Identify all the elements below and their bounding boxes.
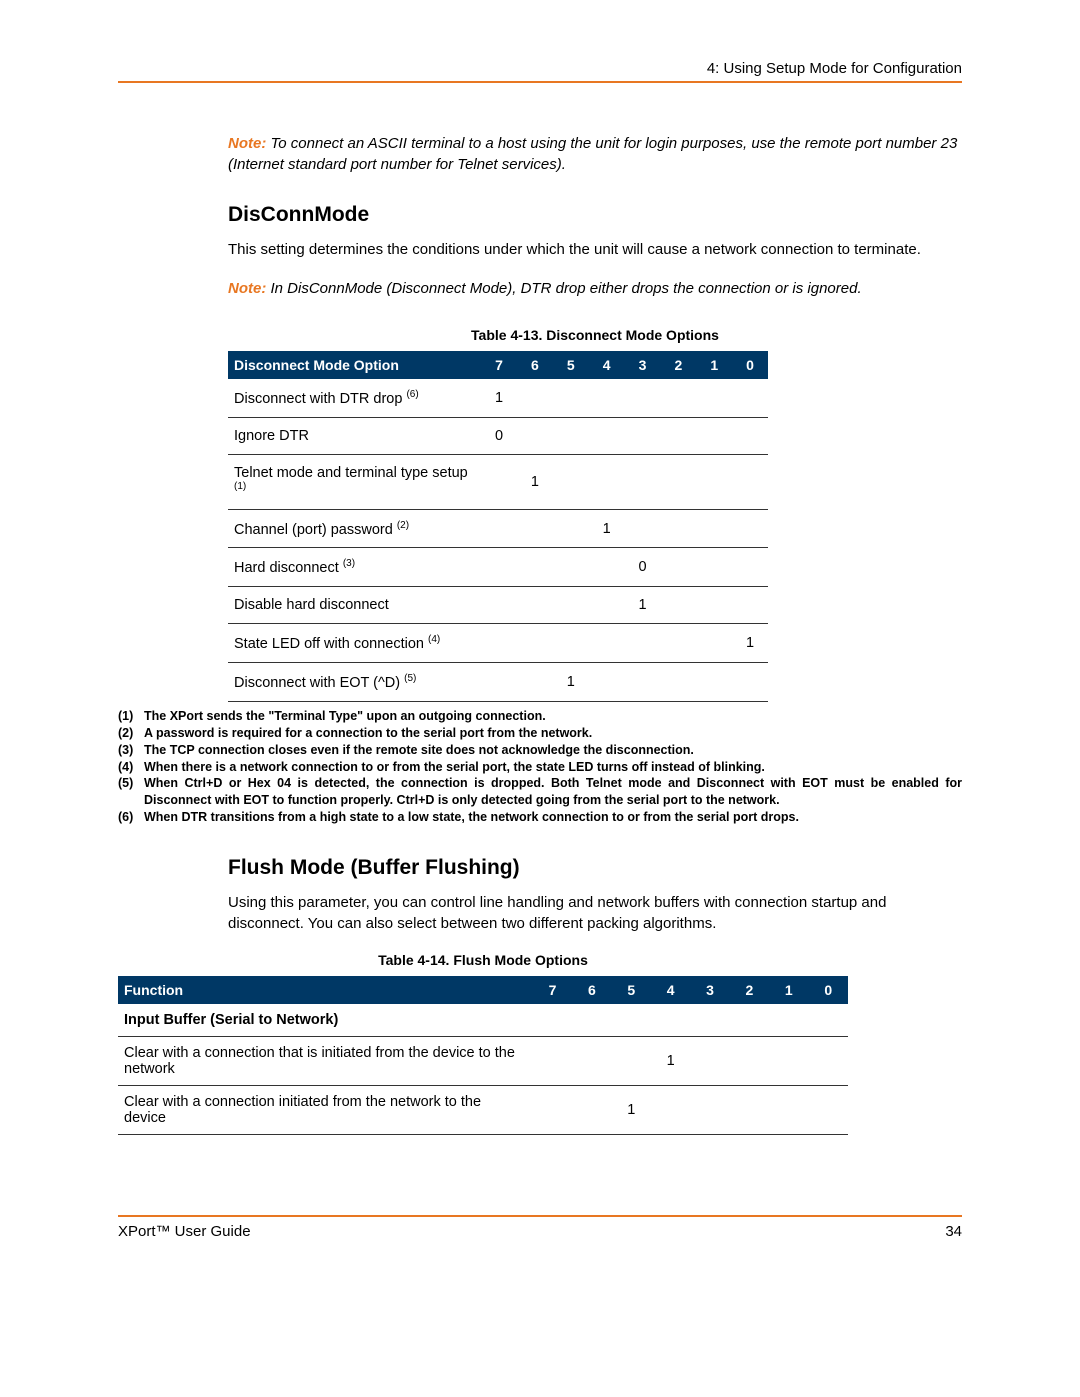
table-14-caption: Table 4-14. Flush Mode Options [118, 952, 848, 968]
table-row: Disconnect with DTR drop (6)1 [228, 379, 768, 417]
note-block-2: Note: In DisConnMode (Disconnect Mode), … [228, 278, 962, 299]
table-row: Disconnect with EOT (^D) (5)1 [228, 663, 768, 702]
flushmode-paragraph: Using this parameter, you can control li… [228, 892, 962, 934]
footnote: (5)When Ctrl+D or Hex 04 is detected, th… [118, 775, 962, 809]
table-row: Ignore DTR0 [228, 417, 768, 454]
page-footer: XPort™ User Guide 34 [118, 1215, 962, 1240]
footer-right: 34 [945, 1223, 962, 1240]
page-header: 4: Using Setup Mode for Configuration [118, 60, 962, 83]
table-row: Disable hard disconnect1 [228, 587, 768, 624]
table-14: Function76543210Input Buffer (Serial to … [118, 976, 848, 1135]
footnotes: (1)The XPort sends the "Terminal Type" u… [118, 708, 962, 826]
main-content: Note: To connect an ASCII terminal to a … [118, 133, 962, 1135]
footnote: (3)The TCP connection closes even if the… [118, 742, 962, 759]
flushmode-heading: Flush Mode (Buffer Flushing) [228, 856, 962, 880]
table-subheader: Input Buffer (Serial to Network) [118, 1004, 848, 1037]
disconnmode-paragraph: This setting determines the conditions u… [228, 239, 962, 260]
table-13: Disconnect Mode Option76543210Disconnect… [228, 351, 768, 702]
note-label: Note: [228, 135, 266, 152]
table-row: Clear with a connection that is initiate… [118, 1037, 848, 1086]
footnote: (2)A password is required for a connecti… [118, 725, 962, 742]
note-label-2: Note: [228, 280, 266, 297]
table-row: Hard disconnect (3)0 [228, 548, 768, 587]
note-block-1: Note: To connect an ASCII terminal to a … [228, 133, 962, 175]
note-text: To connect an ASCII terminal to a host u… [228, 135, 957, 173]
footnote: (6)When DTR transitions from a high stat… [118, 809, 962, 826]
disconnmode-heading: DisConnMode [228, 203, 962, 227]
table-row: Telnet mode and terminal type setup (1)1 [228, 454, 768, 509]
table-row: Clear with a connection initiated from t… [118, 1086, 848, 1135]
table-row: Channel (port) password (2)1 [228, 509, 768, 548]
table-row: State LED off with connection (4)1 [228, 624, 768, 663]
header-right-text: 4: Using Setup Mode for Configuration [707, 60, 962, 77]
note-text-2: In DisConnMode (Disconnect Mode), DTR dr… [266, 280, 861, 297]
footnote: (4)When there is a network connection to… [118, 759, 962, 776]
table-13-caption: Table 4-13. Disconnect Mode Options [228, 327, 962, 343]
footer-left: XPort™ User Guide [118, 1223, 251, 1240]
footnote: (1)The XPort sends the "Terminal Type" u… [118, 708, 962, 725]
